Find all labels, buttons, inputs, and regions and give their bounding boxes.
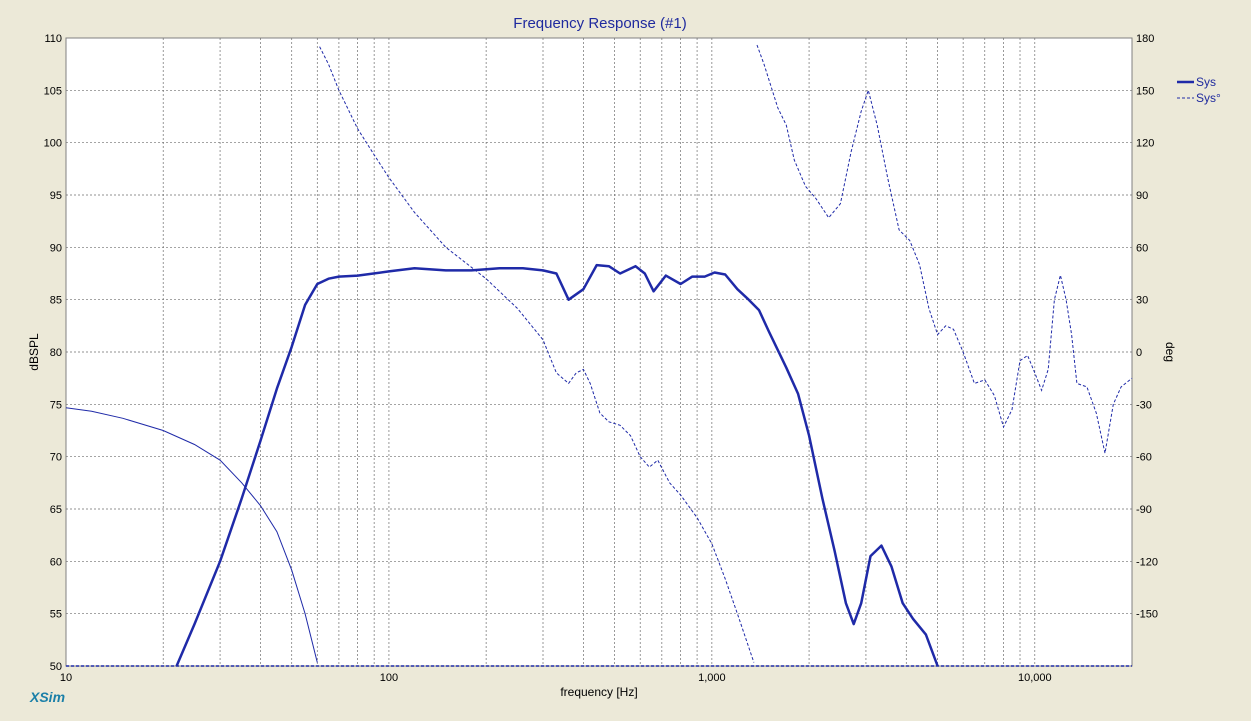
- y-tick-label: 90: [50, 242, 62, 254]
- y-tick-label: 70: [50, 452, 62, 464]
- y2-tick-label: -30: [1136, 399, 1152, 411]
- legend: Sys Sys°: [1177, 75, 1221, 105]
- y2-tick-label: -150: [1136, 609, 1158, 621]
- y-axis-label: dBSPL: [27, 333, 41, 371]
- x-tick-label: 10,000: [1018, 672, 1052, 684]
- y-tick-label: 80: [50, 347, 62, 359]
- y2-tick-label: 30: [1136, 295, 1148, 307]
- y-tick-label: 75: [50, 399, 62, 411]
- y2-tick-label: -90: [1136, 504, 1152, 516]
- y-tick-label: 65: [50, 504, 62, 516]
- y2-tick-label: 180: [1136, 33, 1154, 45]
- series-line-sys-phase: [65, 407, 318, 663]
- chart-title: Frequency Response (#1): [513, 15, 686, 32]
- y-tick-label: 55: [50, 609, 62, 621]
- y-tick-label: 100: [44, 138, 62, 150]
- y-tick-label: 110: [44, 33, 62, 45]
- y2-axis-label: deg: [1163, 342, 1177, 362]
- x-tick-label: 10: [60, 672, 72, 684]
- y-tick-label: 50: [50, 661, 62, 673]
- series-line-sys: [175, 263, 939, 667]
- legend-label-sys-phase: Sys°: [1196, 91, 1221, 105]
- series-line-sys-phase: [756, 44, 1133, 454]
- y2-tick-label: 150: [1136, 85, 1154, 97]
- x-tick-label: 100: [380, 672, 398, 684]
- y2-tick-label: 90: [1136, 190, 1148, 202]
- y2-tick-label: -120: [1136, 556, 1158, 568]
- y2-tick-label: 60: [1136, 242, 1148, 254]
- legend-label-sys: Sys: [1196, 75, 1216, 89]
- y-tick-label: 85: [50, 295, 62, 307]
- xsim-logo: XSim: [29, 689, 65, 705]
- y-tick-label: 95: [50, 190, 62, 202]
- x-axis-label: frequency [Hz]: [560, 685, 637, 699]
- y2-tick-label: -60: [1136, 452, 1152, 464]
- y2-tick-label: 0: [1136, 347, 1142, 359]
- y-tick-label: 60: [50, 556, 62, 568]
- grid: [66, 38, 1132, 667]
- series-layer: [65, 44, 1133, 667]
- series-line-sys-phase: [319, 46, 755, 663]
- y2-tick-label: 120: [1136, 138, 1154, 150]
- x-tick-label: 1,000: [698, 672, 726, 684]
- y-tick-label: 105: [44, 85, 62, 97]
